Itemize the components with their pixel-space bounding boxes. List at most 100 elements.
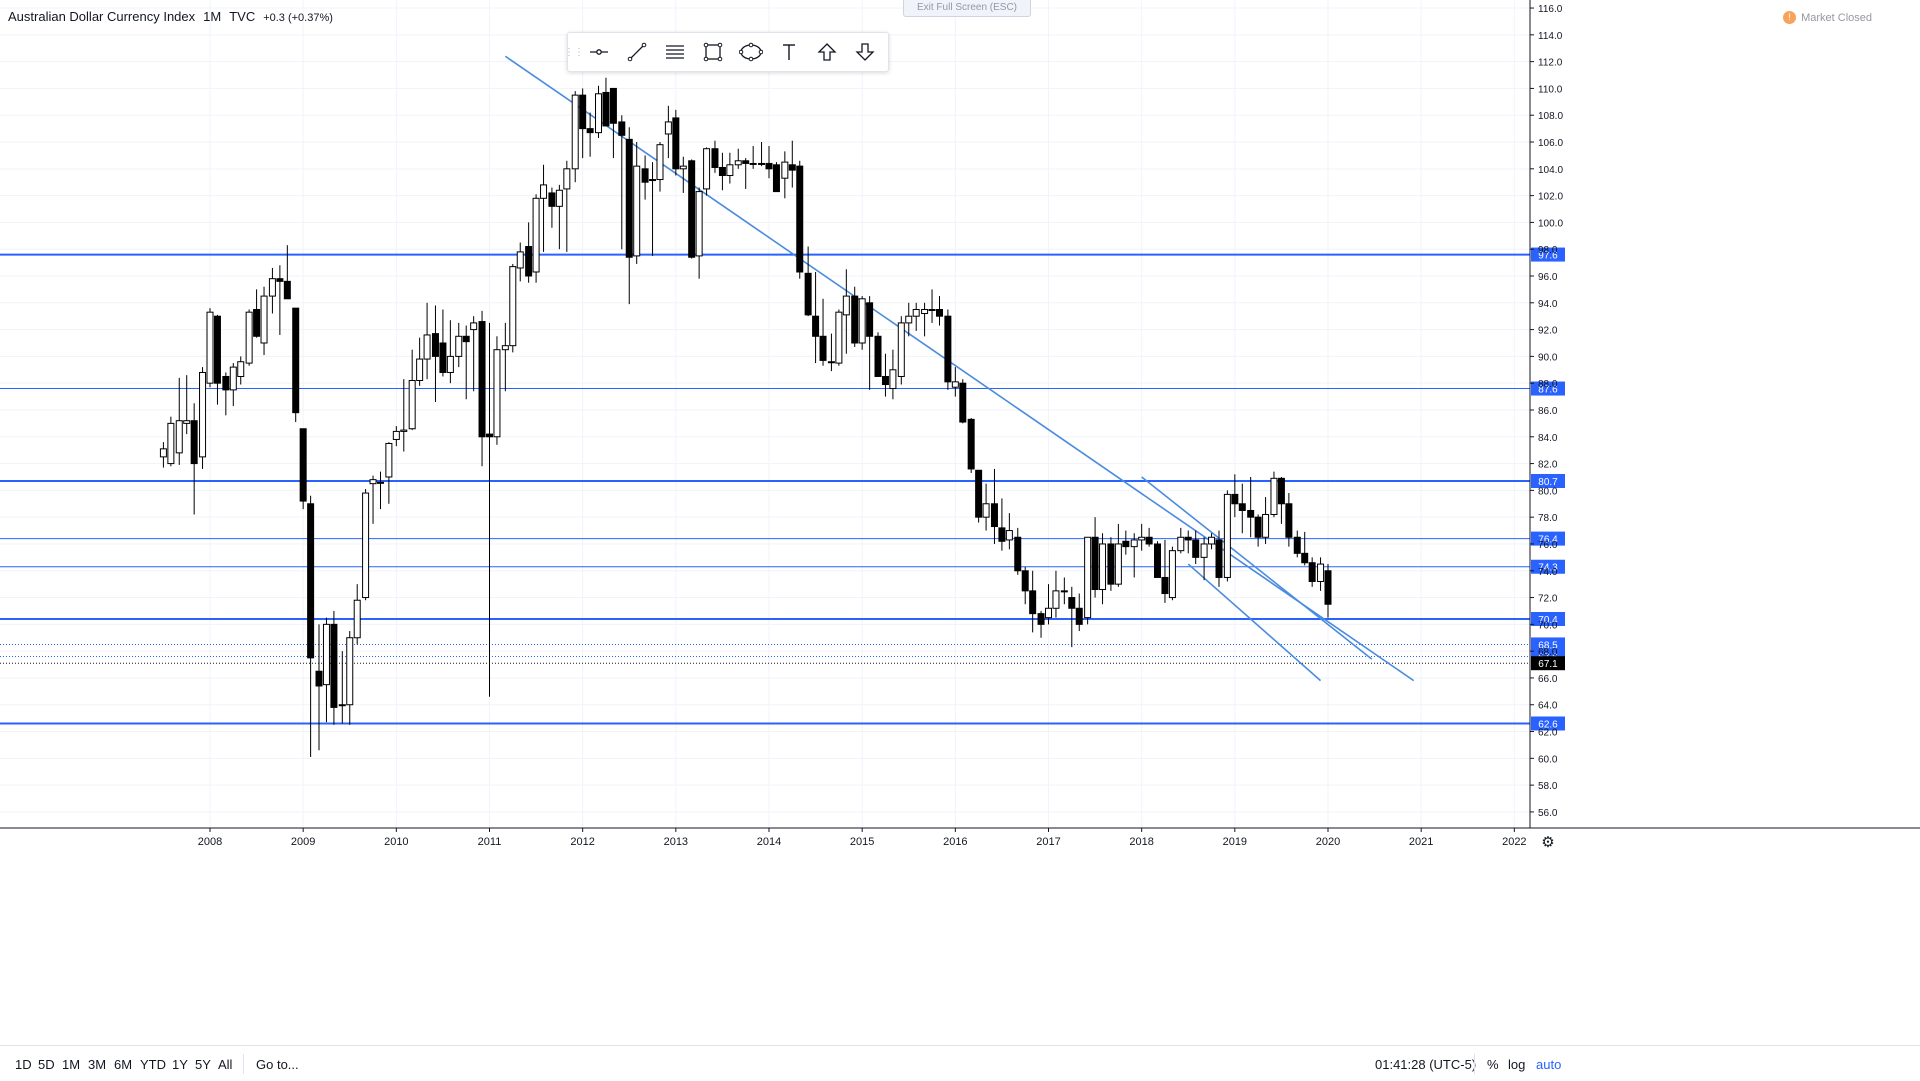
- candle-body: [672, 117, 680, 170]
- candle-body: [1045, 607, 1052, 619]
- candle-body: [827, 361, 835, 364]
- price-tick-label: 112.0: [1538, 58, 1563, 69]
- level-price-tag: [1531, 611, 1565, 626]
- clock-readout[interactable]: 01:41:28 (UTC-5): [1375, 1057, 1477, 1072]
- candle-body: [532, 197, 540, 273]
- candle-body: [664, 121, 672, 135]
- level-price-tag: [1531, 716, 1565, 731]
- timeframe-1d[interactable]: 1D: [15, 1057, 32, 1072]
- candle-body: [1114, 543, 1122, 585]
- auto-scale-toggle[interactable]: auto: [1536, 1057, 1562, 1072]
- goto-button[interactable]: Go to...: [256, 1057, 299, 1072]
- divider: [243, 1054, 244, 1074]
- candle-body: [400, 429, 408, 432]
- candle-body: [695, 191, 703, 257]
- candle-body: [1277, 477, 1285, 505]
- divider: [1474, 1054, 1475, 1074]
- candle-body: [641, 168, 649, 183]
- timeframe-6m[interactable]: 6M: [114, 1057, 133, 1072]
- candle-body: [1285, 503, 1293, 538]
- level-price-label: 70.4: [1538, 615, 1558, 626]
- time-tick-label: 2008: [198, 836, 222, 848]
- candle-body: [222, 375, 230, 391]
- timeframe-3m[interactable]: 3M: [88, 1057, 107, 1072]
- candle-body: [959, 382, 967, 423]
- candle-body: [679, 165, 687, 170]
- price-tick-label: 76.0: [1538, 540, 1558, 551]
- exit-fullscreen-button[interactable]: Exit Full Screen (ESC): [903, 0, 1031, 17]
- timeframe-ytd[interactable]: YTD: [140, 1057, 166, 1072]
- symbol-legend[interactable]: Australian Dollar Currency Index 1M TVC …: [8, 9, 333, 24]
- timeframe-1m[interactable]: 1M: [62, 1057, 81, 1072]
- candle-body: [625, 138, 633, 258]
- symbol-name[interactable]: Australian Dollar Currency Index: [8, 9, 196, 24]
- candle-body: [688, 160, 696, 258]
- candle-body: [889, 369, 897, 390]
- price-tick-label: 58.0: [1538, 781, 1558, 792]
- price-tick-label: 96.0: [1538, 272, 1558, 283]
- settings-gear-icon[interactable]: ⚙: [1541, 834, 1554, 851]
- candle-body: [199, 371, 207, 458]
- rectangle-icon[interactable]: [694, 33, 732, 71]
- percent-scale-toggle[interactable]: %: [1487, 1057, 1499, 1072]
- candle-body: [493, 349, 501, 438]
- drag-handle-icon[interactable]: ⋮⋮: [564, 46, 584, 58]
- horizontal-ray-icon[interactable]: [580, 33, 618, 71]
- price-tick-label: 104.0: [1538, 165, 1563, 176]
- price-tick-label: 86.0: [1538, 406, 1558, 417]
- timeframe-all[interactable]: All: [218, 1057, 233, 1072]
- candle-body: [835, 311, 843, 364]
- log-scale-toggle[interactable]: log: [1508, 1057, 1526, 1072]
- timeframe-1y[interactable]: 1Y: [172, 1057, 188, 1072]
- time-tick-label: 2012: [570, 836, 594, 848]
- level-price-label: 62.6: [1538, 719, 1558, 730]
- price-tick-label: 74.0: [1538, 567, 1558, 578]
- candle-body: [765, 162, 773, 170]
- trend-line: [1187, 563, 1322, 682]
- candle-body: [1238, 503, 1246, 511]
- candle-body: [579, 94, 587, 130]
- parallel-channel-icon[interactable]: [656, 33, 694, 71]
- arrow-down-icon[interactable]: [846, 33, 884, 71]
- candle-body: [742, 160, 750, 164]
- price-tick-label: 114.0: [1538, 31, 1563, 42]
- time-axis: 2008 2009 2010 2011 2012 2013 2014 2015 2016 2017…: [0, 827, 1920, 851]
- timeframe-5y[interactable]: 5Y: [195, 1057, 211, 1072]
- candle-body: [935, 308, 943, 317]
- price-tick-label: 62.0: [1538, 728, 1558, 739]
- candle-body: [1262, 513, 1270, 538]
- time-tick-label: 2010: [384, 836, 408, 848]
- candle-body: [408, 380, 416, 430]
- price-tick-label: 116.0: [1538, 4, 1563, 15]
- candle-body: [1014, 536, 1022, 572]
- candle-body: [967, 418, 975, 470]
- price-tick-label: 94.0: [1538, 299, 1558, 310]
- candle-body: [905, 315, 913, 324]
- candle-body: [1154, 543, 1162, 578]
- candle-body: [982, 503, 990, 518]
- price-tick-label: 66.0: [1538, 674, 1558, 685]
- candle-body: [516, 251, 524, 269]
- candle-body: [749, 162, 757, 165]
- candle-body: [563, 168, 571, 190]
- candle-body: [245, 311, 253, 364]
- candle-body: [921, 308, 929, 315]
- candle-body: [478, 321, 486, 438]
- candle-body: [548, 192, 556, 207]
- price-tick-label: 78.0: [1538, 513, 1558, 524]
- text-icon[interactable]: [770, 33, 808, 71]
- arrow-up-icon[interactable]: [808, 33, 846, 71]
- candle-body: [486, 433, 493, 438]
- trend-line-icon[interactable]: [618, 33, 656, 71]
- price-tick-label: 108.0: [1538, 111, 1563, 122]
- price-chart[interactable]: 97.687.680.776.474.370.468.567.662.667.1…: [0, 0, 1920, 1045]
- candle-body: [703, 148, 711, 190]
- candle-body: [1223, 493, 1231, 578]
- level-price-label: 80.7: [1538, 477, 1558, 488]
- candle-body: [416, 358, 424, 382]
- time-tick-label: 2019: [1223, 836, 1247, 848]
- ellipse-icon[interactable]: [732, 33, 770, 71]
- price-axis: 116.0 114.0 112.0 110.0 108.0 106.0 104.0 102.0…: [1529, 0, 1563, 828]
- timeframe-5d[interactable]: 5D: [38, 1057, 55, 1072]
